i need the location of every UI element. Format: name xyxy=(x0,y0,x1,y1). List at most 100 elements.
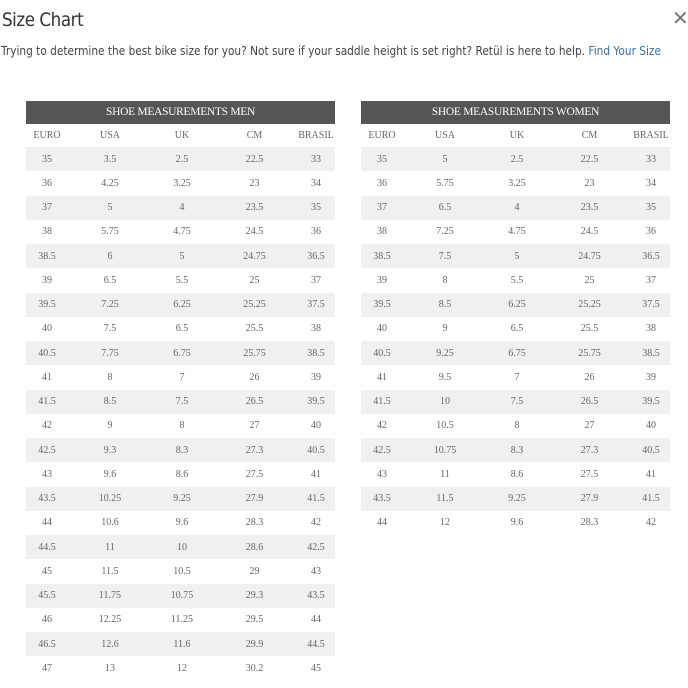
column-header: CM xyxy=(246,130,263,141)
table-cell: 40 xyxy=(42,323,52,335)
table-row: 43 9.6 8.6 27.5 41 xyxy=(26,462,335,486)
table-cell: 24.75 xyxy=(243,250,266,262)
table-cell: 10.25 xyxy=(98,493,122,505)
column-header: EURO xyxy=(368,130,396,141)
table-cell: 10 xyxy=(440,396,450,408)
table-row: 38 7.25 4.75 24.5 36 xyxy=(361,220,670,244)
table-cell: 5.75 xyxy=(101,226,119,238)
table-row: 47 13 12 30.2 45 xyxy=(26,656,335,680)
table-cell: 7.5 xyxy=(175,396,189,408)
table-cell: 39.5 xyxy=(373,299,391,311)
table-cell: 44 xyxy=(42,517,52,529)
find-your-size-link[interactable]: Find Your Size xyxy=(588,44,661,58)
table-cell: 43 xyxy=(311,565,321,577)
table-cell: 6.25 xyxy=(173,299,191,311)
table-cell: 36 xyxy=(377,177,387,189)
table-row: 40 9 6.5 25.5 38 xyxy=(361,317,670,341)
table-cell: 4 xyxy=(514,202,520,214)
table-cell: 11 xyxy=(105,541,115,553)
subtitle-text: Trying to determine the best bike size f… xyxy=(1,44,589,58)
table-cell: 38 xyxy=(311,323,321,335)
table-cell: 25.25 xyxy=(243,299,266,311)
table-cell: 25.75 xyxy=(578,347,601,359)
table-cell: 45.5 xyxy=(38,590,56,602)
table-cell: 8 xyxy=(179,420,185,432)
table-cell: 41.5 xyxy=(307,493,325,505)
table-cell: 41 xyxy=(311,468,321,480)
table-cell: 40.5 xyxy=(307,444,325,456)
table-cell: 24.75 xyxy=(578,250,601,262)
column-header: USA xyxy=(434,130,455,141)
table-cell: 23.5 xyxy=(580,202,599,214)
table-cell: 46 xyxy=(42,614,52,626)
table-cell: 11.6 xyxy=(173,638,191,650)
table-cell: 37.5 xyxy=(642,299,660,311)
table-cell: 26.5 xyxy=(580,396,599,408)
table-row: 37 6.5 4 23.5 35 xyxy=(361,195,670,220)
table-cell: 25 xyxy=(584,274,595,286)
dialog-title: Size Chart xyxy=(2,9,84,31)
table-cell: 5 xyxy=(107,202,113,214)
table-cell: 25.5 xyxy=(580,323,599,335)
table-cell: 6.75 xyxy=(173,347,191,359)
table-cell: 35 xyxy=(311,202,321,214)
table-cell: 29 xyxy=(249,565,260,577)
table-cell: 3.25 xyxy=(508,177,526,189)
table-cell: 27.9 xyxy=(245,493,264,505)
table-cell: 38 xyxy=(377,226,387,238)
table-cell: 30.2 xyxy=(245,662,264,674)
table-title: SHOE MEASUREMENTS WOMEN xyxy=(361,101,670,124)
table-cell: 3.25 xyxy=(173,177,191,189)
table-cell: 12 xyxy=(440,517,450,529)
table-cell: 8.3 xyxy=(510,444,524,456)
table-cell: 8.6 xyxy=(510,468,524,480)
table-row: 46 12.25 11.25 29.5 44 xyxy=(26,608,335,632)
table-cell: 28.3 xyxy=(245,517,264,529)
table-cell: 22.5 xyxy=(580,153,599,165)
table-cell: 36 xyxy=(42,177,52,189)
table-cell: 27.9 xyxy=(580,493,599,505)
close-icon[interactable]: ✕ xyxy=(672,8,688,30)
table-cell: 24.5 xyxy=(580,226,599,238)
table-cell: 44.5 xyxy=(307,638,325,650)
table-cell: 11.5 xyxy=(101,565,119,577)
table-cell: 34 xyxy=(646,177,656,189)
table-row: 39 8 5.5 25 37 xyxy=(361,268,670,292)
dialog-subtitle: Trying to determine the best bike size f… xyxy=(1,44,661,58)
table-cell: 7 xyxy=(514,371,520,383)
table-cell: 36 xyxy=(646,226,656,238)
table-cell: 6.5 xyxy=(103,274,117,286)
table-cell: 27 xyxy=(249,420,260,432)
table-cell: 40 xyxy=(311,420,321,432)
table-row: 45 11.5 10.5 29 43 xyxy=(26,559,335,583)
table-cell: 27.3 xyxy=(580,444,599,456)
table-cell: 22.5 xyxy=(245,153,264,165)
table-row: 41 9.5 7 26 39 xyxy=(361,365,670,389)
table-row: 42.5 10.75 8.3 27.3 40.5 xyxy=(361,438,670,463)
table-cell: 35 xyxy=(42,153,52,165)
table-cell: 27 xyxy=(584,420,595,432)
table-cell: 29.5 xyxy=(245,614,264,626)
table-cell: 29.9 xyxy=(245,638,264,650)
table-cell: 8.3 xyxy=(175,444,189,456)
table-row: 45.5 11.75 10.75 29.3 43.5 xyxy=(26,583,335,608)
table-cell: 4.75 xyxy=(173,226,191,238)
table-cell: 27.3 xyxy=(245,444,264,456)
table-cell: 27.5 xyxy=(245,468,264,480)
table-cell: 6 xyxy=(107,250,113,262)
table-cell: 6.5 xyxy=(510,323,524,335)
table-cell: 39.5 xyxy=(307,396,325,408)
table-cell: 6.5 xyxy=(175,323,189,335)
table-cell: 35 xyxy=(646,202,656,214)
table-row: 39 6.5 5.5 25 37 xyxy=(26,268,335,292)
table-row: 44.5 11 10 28.6 42.5 xyxy=(26,535,335,560)
table-cell: 41.5 xyxy=(373,396,391,408)
table-cell: 11.5 xyxy=(436,493,454,505)
table-cell: 38 xyxy=(646,323,656,335)
table-cell: 40.5 xyxy=(642,444,660,456)
column-header: UK xyxy=(509,130,525,141)
table-cell: 9.25 xyxy=(508,493,526,505)
column-header: EURO xyxy=(33,130,61,141)
table-body: 35 5 2.5 22.5 33 36 5.75 3.25 23 34 37 6.5 4 23.5 35 38… xyxy=(361,147,670,535)
table-cell: 9.6 xyxy=(175,517,189,529)
